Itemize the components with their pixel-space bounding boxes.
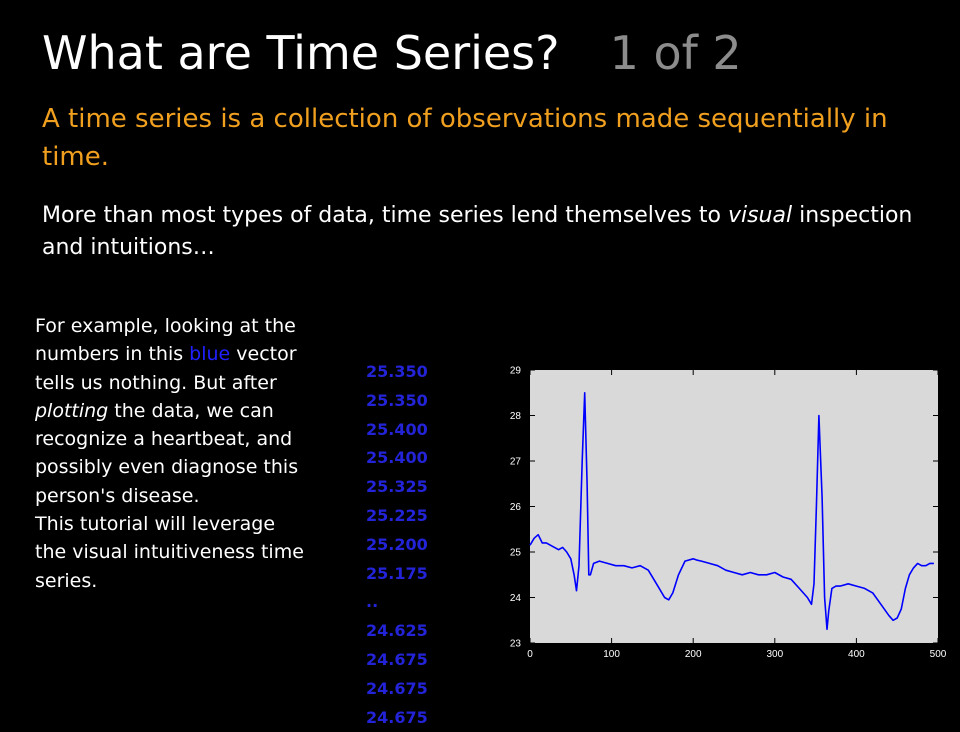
explanation-part-3: the data, we can recognize a heartbeat, … [35, 399, 299, 507]
slide-part-indicator: 1 of 2 [609, 26, 742, 80]
explanation-part-1: For example, looking at the numbers in t… [35, 315, 296, 366]
series-line [529, 391, 934, 631]
explanation-text: For example, looking at the numbers in t… [35, 312, 310, 595]
slide-title-text: What are Time Series? [42, 26, 560, 80]
y-tick-label: 29 [510, 366, 522, 377]
y-tick-label: 24 [510, 593, 522, 604]
y-tick-label: 28 [510, 411, 522, 422]
x-tick-label: 300 [766, 649, 783, 660]
vector-value: 25.400 [366, 419, 428, 439]
y-tick-label: 27 [510, 457, 522, 468]
value-vector: 25.350 25.350 25.400 25.400 25.325 25.22… [366, 358, 446, 732]
vector-value: 25.400 [366, 448, 428, 468]
explanation-blue-word: blue [189, 343, 231, 366]
lead-paragraph: More than most types of data, time serie… [42, 200, 942, 264]
vector-value: 25.350 [366, 390, 428, 410]
vector-ellipsis: .. [366, 592, 379, 612]
vector-value: 25.350 [366, 362, 428, 381]
y-tick-label: 25 [510, 548, 522, 559]
vector-value: 24.675 [366, 707, 428, 727]
lead-text-italic: visual [727, 203, 793, 228]
x-tick-label: 100 [603, 649, 620, 660]
vector-value: 25.175 [366, 563, 428, 583]
vector-value: 25.225 [366, 505, 428, 525]
slide-subtitle: A time series is a collection of observa… [42, 104, 888, 172]
explanation-part-2: vector tells us nothing. But after [35, 343, 297, 394]
vector-value: 24.625 [366, 621, 428, 641]
x-tick-label: 400 [848, 649, 865, 660]
slide-title: What are Time Series? 1 of 2 [42, 26, 742, 80]
y-tick-label: 23 [510, 639, 522, 650]
lead-text-start: More than most types of data, time serie… [42, 203, 728, 228]
explanation-part-4: This tutorial will leverage the visual i… [35, 513, 304, 592]
x-tick-label: 0 [527, 649, 533, 660]
explanation-italic-word: plotting [35, 399, 109, 422]
lead-text-end: inspection and intuitions… [42, 203, 913, 260]
vector-value: 24.675 [366, 649, 428, 669]
vector-value: 24.675 [366, 678, 428, 698]
vector-value: 25.200 [366, 534, 428, 554]
vector-value: 25.325 [366, 477, 428, 497]
x-tick-label: 500 [930, 649, 947, 660]
y-tick-label: 26 [510, 502, 522, 513]
heartbeat-line-chart: 0 100 200 300 400 500 23 24 25 26 27 28 29 [510, 366, 947, 661]
x-tick-label: 200 [685, 649, 702, 660]
plot-area [530, 370, 938, 643]
